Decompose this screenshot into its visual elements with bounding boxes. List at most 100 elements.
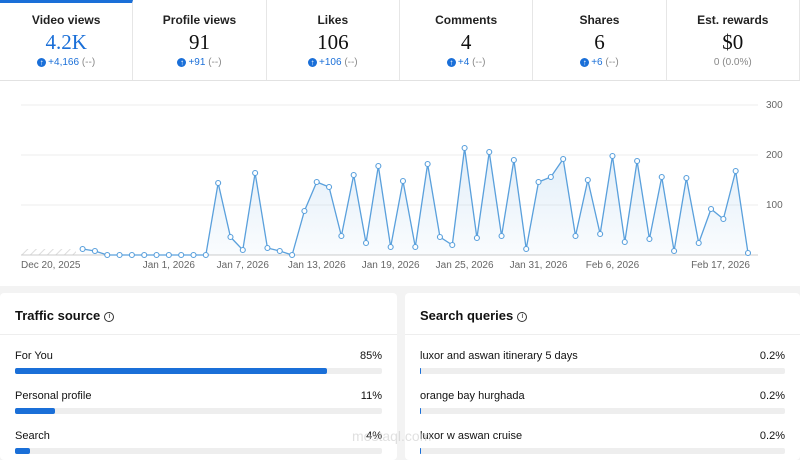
x-tick-label: Jan 1, 2026 <box>143 260 196 271</box>
data-point <box>720 215 727 223</box>
data-point <box>621 238 628 246</box>
y-tick-label: 200 <box>766 150 783 161</box>
list-row: Personal profile 11% <box>0 375 397 415</box>
row-name: For You <box>15 350 53 362</box>
x-tick-label: Jan 19, 2026 <box>362 260 420 271</box>
metric-value: 4 <box>460 30 472 54</box>
list-row: luxor and aswan itinerary 5 days 0.2% <box>405 335 800 375</box>
data-point <box>634 157 641 165</box>
chart-panel: 100 200 300 Dec 20, 2025 Jan 1, 2026 Jan 7, 2… <box>0 81 800 286</box>
panel-title: Search queries i <box>405 293 800 335</box>
data-point <box>671 247 678 255</box>
data-point <box>264 244 271 252</box>
list-row: orange bay hurghada 0.2% <box>405 375 800 415</box>
data-point <box>289 251 296 259</box>
row-percent: 4% <box>366 430 382 442</box>
list-row: For You 85% <box>0 335 397 375</box>
metric-change: ↑ +4,166 (--) <box>0 57 132 68</box>
metric-tab[interactable]: Comments 4 ↑ +4 (--) <box>399 0 534 80</box>
data-point <box>227 233 234 241</box>
metric-label: Est. rewards <box>697 13 769 27</box>
data-point <box>683 174 690 182</box>
up-arrow-icon: ↑ <box>580 57 590 67</box>
data-point <box>116 251 123 259</box>
metric-tab[interactable]: Profile views 91 ↑ +91 (--) <box>133 0 267 80</box>
metric-tab[interactable]: Likes 106 ↑ +106 (--) <box>266 0 400 80</box>
data-point <box>326 183 333 191</box>
bar <box>15 448 30 454</box>
data-point <box>547 173 554 181</box>
metric-value: 4.2K <box>45 30 87 54</box>
change-compare: (--) <box>344 57 358 68</box>
data-point <box>412 243 419 251</box>
data-point <box>387 243 394 251</box>
data-point <box>313 178 320 186</box>
metric-change: ↑ +4 (--) <box>400 57 532 68</box>
data-point <box>153 251 160 259</box>
data-point <box>510 156 517 164</box>
metric-change: ↑ +106 (--) <box>267 57 399 68</box>
data-point <box>276 247 283 255</box>
x-tick-label: Jan 31, 2026 <box>510 260 568 271</box>
data-point <box>399 177 407 185</box>
row-percent: 0.2% <box>759 390 785 402</box>
metric-tab[interactable]: Est. rewards $0 0 (0.0%) <box>666 0 800 80</box>
data-point <box>584 176 591 184</box>
metric-value: $0 <box>722 30 744 54</box>
info-icon: i <box>104 311 115 322</box>
row-percent: 11% <box>360 390 382 402</box>
data-point <box>473 234 480 242</box>
area <box>82 148 748 255</box>
row-name: luxor w aswan cruise <box>420 430 523 442</box>
change-value: +4,166 <box>48 57 80 68</box>
data-point <box>79 245 86 253</box>
data-point <box>523 245 530 253</box>
data-point <box>461 144 468 152</box>
bar-track <box>15 368 382 374</box>
panel-title-text: Traffic source <box>15 308 101 323</box>
metric-value: 106 <box>317 30 349 54</box>
data-point <box>486 148 493 156</box>
bar <box>15 368 327 374</box>
data-point <box>535 178 542 186</box>
bar-track <box>15 448 382 454</box>
change-value: +91 <box>188 57 206 68</box>
row-percent: 85% <box>359 350 382 362</box>
metric-change: ↑ +6 (--) <box>533 57 665 68</box>
no-data-hatch <box>21 249 76 255</box>
data-point <box>732 167 739 175</box>
row-name: Personal profile <box>15 390 92 402</box>
data-point <box>252 169 259 177</box>
bar <box>420 408 421 414</box>
up-arrow-icon: ↑ <box>177 57 187 67</box>
list-row: luxor w aswan cruise 0.2% <box>405 415 800 455</box>
metric-change: ↑ +91 (--) <box>133 57 265 68</box>
row-name: luxor and aswan itinerary 5 days <box>420 350 578 362</box>
x-tick-label: Jan 13, 2026 <box>288 260 346 271</box>
row-name: Search <box>15 430 50 442</box>
bar-track <box>420 448 785 454</box>
up-arrow-icon: ↑ <box>446 57 456 67</box>
metric-label: Comments <box>435 13 498 27</box>
data-point <box>362 239 370 247</box>
change-value: +106 <box>319 57 342 68</box>
metric-tab[interactable]: Video views 4.2K ↑ +4,166 (--) <box>0 0 134 80</box>
data-point <box>301 207 308 215</box>
watermark: mostaql.com <box>352 428 432 444</box>
data-point <box>375 162 382 170</box>
data-point <box>104 251 111 259</box>
data-point <box>609 152 616 160</box>
bar <box>420 368 421 374</box>
y-tick-label: 100 <box>766 200 783 211</box>
metric-value: 6 <box>594 30 605 54</box>
metric-change: 0 (0.0%) <box>667 57 799 68</box>
data-point <box>128 251 135 259</box>
data-point <box>498 232 505 240</box>
data-point <box>436 233 443 241</box>
bar-track <box>420 368 785 374</box>
x-tick-label: Jan 7, 2026 <box>217 260 270 271</box>
metric-tab[interactable]: Shares 6 ↑ +6 (--) <box>533 0 667 80</box>
data-point <box>449 241 456 249</box>
panel-title: Traffic source i <box>0 293 397 335</box>
change-value: 0 (0.0%) <box>713 57 752 68</box>
